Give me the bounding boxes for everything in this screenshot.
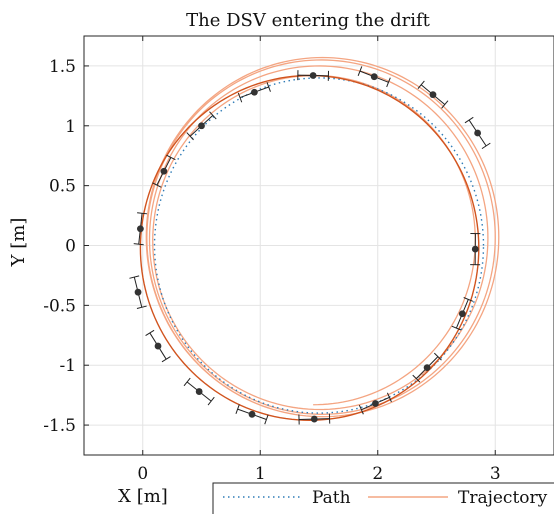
y-tick-label: -1 bbox=[59, 356, 76, 376]
marker-point bbox=[370, 73, 378, 81]
error-bar-cap bbox=[161, 356, 171, 363]
legend-trajectory-label: Trajectory bbox=[458, 488, 548, 508]
error-bar-cap bbox=[129, 275, 140, 279]
y-tick-label: 1 bbox=[65, 117, 76, 137]
error-bar-cap bbox=[266, 82, 271, 92]
y-tick-label: -0.5 bbox=[43, 296, 76, 316]
x-tick-label: 2 bbox=[372, 464, 383, 484]
error-bar-cap bbox=[464, 116, 474, 124]
marker-point bbox=[160, 167, 168, 175]
marker-point bbox=[429, 91, 437, 99]
trajectory-series bbox=[145, 56, 500, 418]
marker-point bbox=[195, 388, 203, 395]
error-bar-cap bbox=[137, 212, 148, 215]
error-bar-cap bbox=[441, 100, 449, 109]
y-axis-label: Y [m] bbox=[8, 218, 29, 268]
marker-point bbox=[154, 342, 162, 350]
marker-point bbox=[134, 288, 142, 296]
error-bar-cap bbox=[417, 80, 425, 89]
marker-point bbox=[310, 415, 318, 423]
legend: Path Trajectory bbox=[212, 482, 554, 514]
error-bar-cap bbox=[264, 414, 269, 425]
y-tick-label: 0 bbox=[65, 237, 76, 257]
plot-frame bbox=[83, 35, 554, 456]
error-bar-cap bbox=[183, 377, 191, 387]
error-bar-cap bbox=[386, 77, 391, 88]
error-bar-cap bbox=[237, 92, 243, 103]
error-bar-cap bbox=[152, 182, 162, 188]
x-tick-label: 0 bbox=[137, 464, 148, 484]
fitted-circle-line bbox=[139, 74, 480, 421]
marker-point bbox=[471, 245, 479, 253]
marker-point bbox=[474, 129, 482, 137]
marker-point bbox=[137, 225, 144, 233]
x-axis-label: X [m] bbox=[118, 486, 168, 507]
error-bar-cap bbox=[358, 404, 364, 415]
marker-point bbox=[198, 122, 205, 130]
error-bar-cap bbox=[463, 297, 474, 302]
x-tick-labels: 0 1 2 3 bbox=[137, 464, 500, 484]
legend-path-label: Path bbox=[312, 488, 351, 508]
trajectory-line bbox=[145, 56, 500, 418]
marker-points bbox=[134, 72, 482, 423]
error-bar-cap bbox=[207, 396, 215, 406]
y-tick-label: -1.5 bbox=[43, 416, 76, 436]
y-tick-labels: -1.5 -1 -0.5 0 0.5 1 1.5 bbox=[43, 57, 76, 436]
error-bar-cap bbox=[412, 374, 421, 383]
error-bar-cap bbox=[186, 132, 194, 141]
error-bar-cap bbox=[133, 243, 144, 246]
error-bar-cap bbox=[145, 329, 155, 336]
error-bar-cap bbox=[166, 154, 176, 161]
error-bar-cap bbox=[481, 142, 491, 150]
error-bar-cap bbox=[136, 305, 147, 309]
marker-point bbox=[423, 364, 431, 372]
y-tick-label: 0.5 bbox=[49, 177, 76, 197]
error-bar-cap bbox=[451, 325, 462, 331]
marker-point bbox=[309, 72, 317, 79]
error-bar-cap bbox=[433, 352, 442, 361]
legend-box bbox=[212, 482, 554, 514]
marker-point bbox=[458, 310, 466, 318]
x-tick-label: 3 bbox=[490, 464, 501, 484]
x-tick-label: 1 bbox=[255, 464, 266, 484]
y-tick-label: 1.5 bbox=[49, 57, 76, 77]
error-bar-cap bbox=[235, 404, 240, 414]
chart-title: The DSV entering the drift bbox=[186, 10, 431, 31]
error-bar-cap bbox=[357, 66, 363, 76]
marker-point bbox=[250, 88, 258, 96]
error-bar-cap bbox=[386, 392, 392, 403]
marker-point bbox=[372, 400, 379, 407]
error-bar-cap bbox=[209, 111, 217, 120]
marker-point bbox=[248, 410, 256, 418]
fitted-circle-series bbox=[139, 74, 480, 421]
